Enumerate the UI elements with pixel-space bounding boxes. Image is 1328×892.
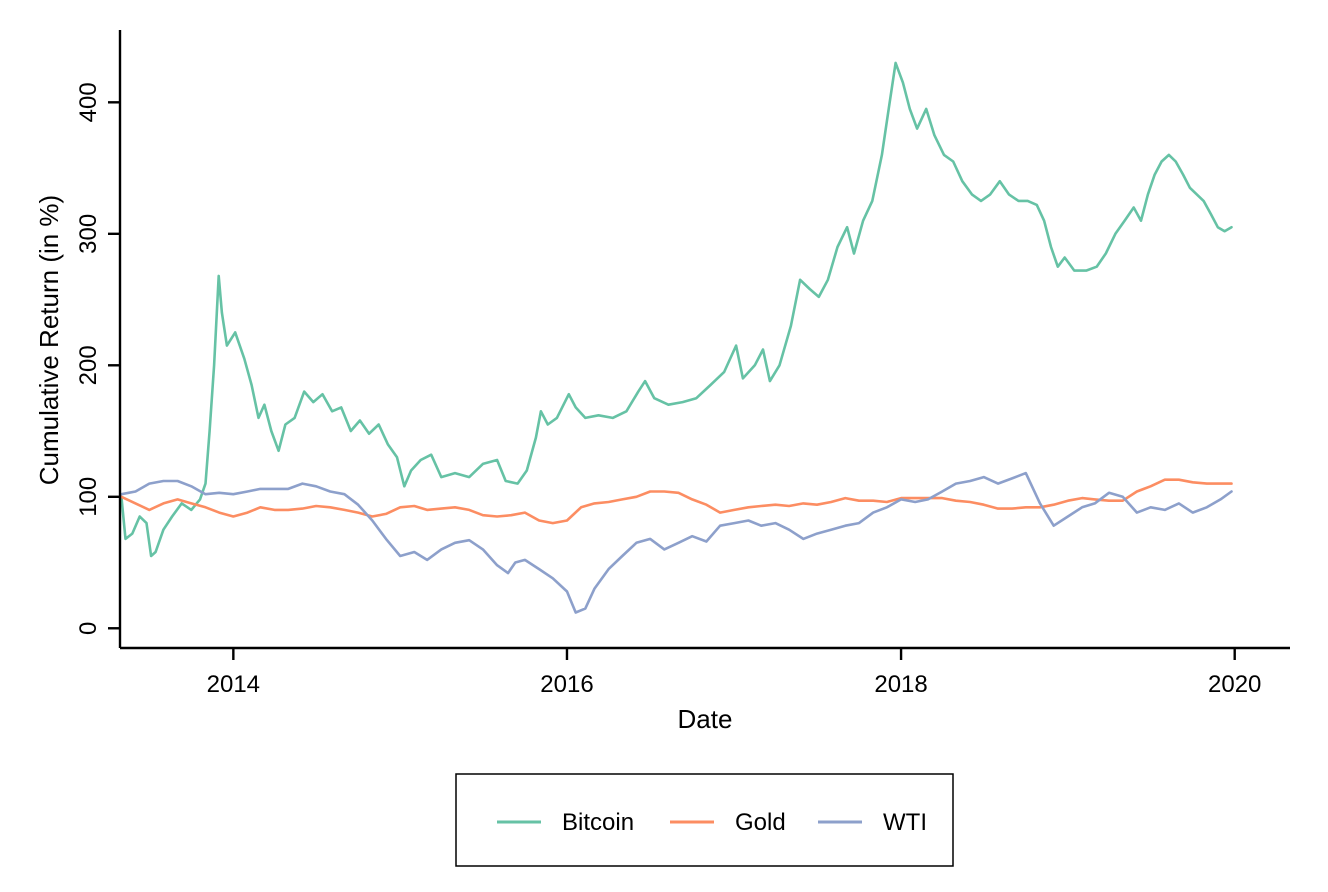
series-line-gold [120,478,1233,525]
series-line-wti [120,471,1233,614]
legend-label-wti: WTI [883,809,927,836]
legend-label-bitcoin: Bitcoin [562,809,634,836]
x-tick-label-2016: 2016 [540,671,593,698]
x-tick-label-2018: 2018 [874,671,927,698]
y-tick-label-100: 100 [75,477,102,517]
legend: Bitcoin Gold WTI [455,773,954,867]
x-tick-label-2020: 2020 [1208,671,1261,698]
series-line-bitcoin [120,61,1233,558]
legend-box [455,773,954,867]
x-axis-title: Date [678,704,733,734]
y-tick-label-400: 400 [75,82,102,122]
legend-items: Bitcoin Gold WTI [497,809,927,836]
legend-label-gold: Gold [735,809,786,836]
y-tick-label-0: 0 [75,622,102,635]
series-group [120,61,1233,614]
y-tick-label-200: 200 [75,345,102,385]
y-axis: 0 100 200 300 400 [75,30,122,648]
x-axis: 2014 2016 2018 2020 [120,646,1290,698]
y-tick-label-300: 300 [75,214,102,254]
x-tick-label-2014: 2014 [207,671,260,698]
y-axis-title: Cumulative Return (in %) [34,195,64,485]
